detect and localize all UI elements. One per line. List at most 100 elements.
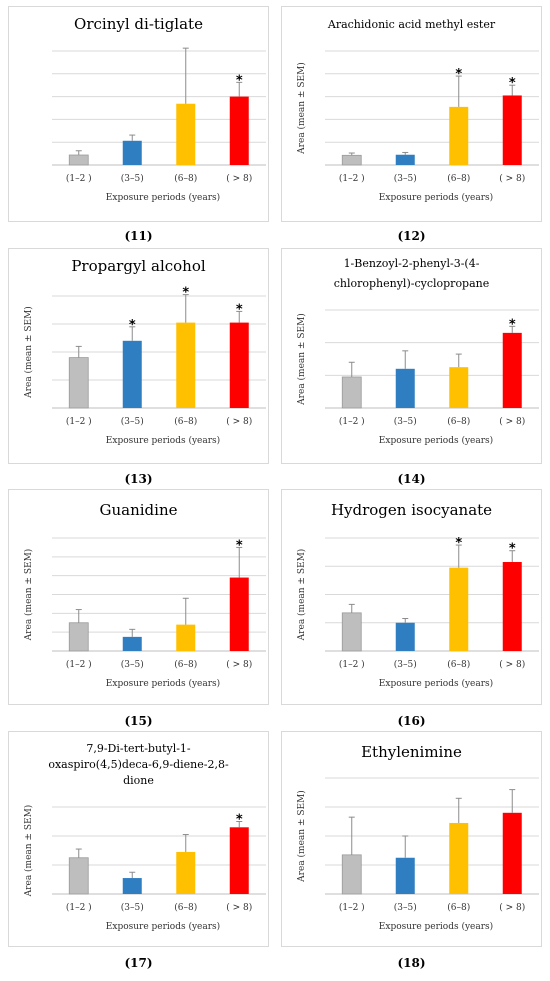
- bar: [341, 612, 362, 652]
- bar: [341, 376, 362, 409]
- chart-title: 7,9-Di-tert-butyl-1-: [86, 742, 191, 755]
- bar: [502, 562, 522, 651]
- bar: [122, 140, 142, 165]
- significance-marker: *: [129, 318, 136, 333]
- bar: [176, 322, 196, 408]
- x-tick-label: (6–8): [447, 173, 470, 184]
- bar-chart: Hydrogen isocyanate Area (mean ± SEM) (1–2…: [281, 489, 542, 705]
- panel-label: (17): [124, 956, 153, 970]
- significance-marker: *: [236, 538, 243, 553]
- x-tick-label: (6–8): [447, 659, 470, 670]
- chart-panel: 1-Benzoyl-2-phenyl-3-(4- chlorophenyl)-cy…: [281, 248, 542, 464]
- bar: [449, 567, 469, 651]
- bar: [502, 95, 522, 165]
- x-tick-label: (3–5): [121, 659, 144, 670]
- bar: [122, 340, 142, 408]
- significance-marker: *: [509, 542, 516, 557]
- x-tick-label: (6–8): [174, 902, 197, 913]
- x-tick-label: (3–5): [394, 902, 417, 913]
- x-tick-label: ( > 8): [499, 173, 525, 184]
- chart-panel: Hydrogen isocyanate Area (mean ± SEM) (1–2…: [281, 489, 542, 705]
- chart-frame: [281, 248, 542, 464]
- x-tick-label: (3–5): [121, 173, 144, 184]
- bar: [449, 106, 469, 165]
- bar-chart: Guanidine Area (mean ± SEM) (1–2 ) (3–5) (6–…: [8, 489, 269, 705]
- bar-chart: 7,9-Di-tert-butyl-1- oxaspiro(4,5)deca-6,…: [8, 731, 269, 947]
- x-tick-label: (1–2 ): [66, 659, 92, 670]
- y-axis-label: Area (mean ± SEM): [23, 549, 34, 642]
- panel-label: (16): [397, 714, 426, 728]
- bar-chart: 1-Benzoyl-2-phenyl-3-(4- chlorophenyl)-cy…: [281, 248, 542, 464]
- bar: [502, 332, 522, 408]
- x-tick-label: ( > 8): [499, 659, 525, 670]
- chart-frame: [8, 6, 269, 222]
- x-tick-label: ( > 8): [226, 902, 252, 913]
- bar: [176, 851, 196, 894]
- x-tick-label: (1–2 ): [339, 416, 365, 427]
- chart-title: dione: [123, 774, 154, 787]
- x-tick-label: ( > 8): [226, 416, 252, 427]
- significance-marker: *: [509, 76, 516, 91]
- panel-label: (13): [124, 472, 153, 486]
- panel-label: (18): [397, 956, 426, 970]
- x-axis-label: Exposure periods (years): [379, 435, 493, 446]
- bar-chart: Orcinyl di-tiglate (1–2 ) (3–5) (6–8) * ( > 8…: [8, 6, 269, 222]
- significance-marker: *: [455, 67, 462, 82]
- y-axis-label: Area (mean ± SEM): [296, 62, 307, 155]
- chart-panel: 7,9-Di-tert-butyl-1- oxaspiro(4,5)deca-6,…: [8, 731, 269, 947]
- bar: [122, 878, 142, 894]
- x-tick-label: ( > 8): [499, 416, 525, 427]
- x-tick-label: (6–8): [174, 659, 197, 670]
- y-axis-label: Area (mean ± SEM): [296, 313, 307, 406]
- panel-label: (11): [124, 229, 153, 243]
- y-axis-label: Area (mean ± SEM): [23, 805, 34, 898]
- x-tick-label: ( > 8): [499, 902, 525, 913]
- chart-panel: Guanidine Area (mean ± SEM) (1–2 ) (3–5) (6–…: [8, 489, 269, 705]
- bar: [68, 857, 89, 895]
- x-axis-label: Exposure periods (years): [106, 435, 220, 446]
- x-axis-label: Exposure periods (years): [106, 678, 220, 689]
- significance-marker: *: [455, 536, 462, 551]
- bar: [176, 624, 196, 651]
- bar: [68, 622, 89, 652]
- chart-title: Orcinyl di-tiglate: [74, 15, 203, 33]
- significance-marker: *: [182, 286, 189, 301]
- significance-marker: *: [236, 73, 243, 88]
- y-axis-label: Area (mean ± SEM): [23, 306, 34, 399]
- bar: [395, 368, 415, 408]
- chart-panel: Orcinyl di-tiglate (1–2 ) (3–5) (6–8) * ( > 8…: [8, 6, 269, 222]
- chart-panel: Ethylenimine Area (mean ± SEM) (1–2 ) (3–5)…: [281, 731, 542, 947]
- x-axis-label: Exposure periods (years): [379, 192, 493, 203]
- bar: [502, 812, 522, 894]
- x-tick-label: (3–5): [121, 902, 144, 913]
- x-axis-label: Exposure periods (years): [106, 192, 220, 203]
- x-tick-label: (6–8): [174, 416, 197, 427]
- chart-title: 1-Benzoyl-2-phenyl-3-(4-: [344, 257, 480, 270]
- x-axis-label: Exposure periods (years): [379, 921, 493, 932]
- chart-title: Arachidonic acid methyl ester: [327, 18, 496, 31]
- x-tick-label: (1–2 ): [339, 659, 365, 670]
- significance-marker: *: [509, 317, 516, 332]
- bar: [176, 103, 196, 165]
- x-tick-label: (1–2 ): [66, 416, 92, 427]
- x-tick-label: ( > 8): [226, 173, 252, 184]
- x-tick-label: (3–5): [394, 659, 417, 670]
- x-tick-label: (6–8): [174, 173, 197, 184]
- chart-title: Guanidine: [100, 501, 178, 519]
- x-tick-label: (3–5): [121, 416, 144, 427]
- bar: [449, 367, 469, 408]
- chart-frame: [8, 489, 269, 705]
- bar: [395, 154, 415, 165]
- bar: [229, 827, 249, 894]
- bar: [68, 357, 89, 409]
- x-tick-label: (6–8): [447, 416, 470, 427]
- chart-title: Ethylenimine: [361, 743, 462, 761]
- y-axis-label: Area (mean ± SEM): [296, 549, 307, 642]
- chart-panel: Propargyl alcohol Area (mean ± SEM) (1–2 )…: [8, 248, 269, 464]
- bar: [229, 322, 249, 408]
- chart-frame: [281, 489, 542, 705]
- significance-marker: *: [236, 813, 243, 828]
- bar: [68, 154, 89, 166]
- chart-frame: [281, 6, 542, 222]
- x-tick-label: (6–8): [447, 902, 470, 913]
